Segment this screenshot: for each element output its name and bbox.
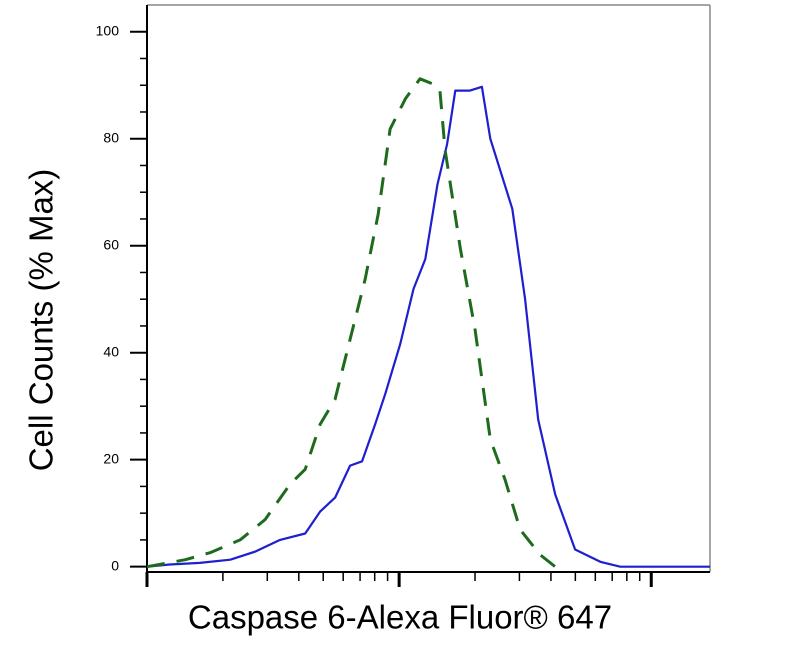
series-line xyxy=(146,77,557,569)
y-tick-label: 20 xyxy=(103,450,119,466)
y-tick-label: 0 xyxy=(111,557,119,573)
series-line xyxy=(146,85,710,568)
y-tick-label: 40 xyxy=(103,343,119,359)
x-axis-label: Caspase 6-Alexa Fluor® 647 xyxy=(188,599,612,636)
y-tick-label: 60 xyxy=(103,236,119,252)
y-axis-label: Cell Counts (% Max) xyxy=(23,169,60,472)
y-tick-label: 100 xyxy=(96,22,120,38)
y-tick-label: 80 xyxy=(103,129,119,145)
